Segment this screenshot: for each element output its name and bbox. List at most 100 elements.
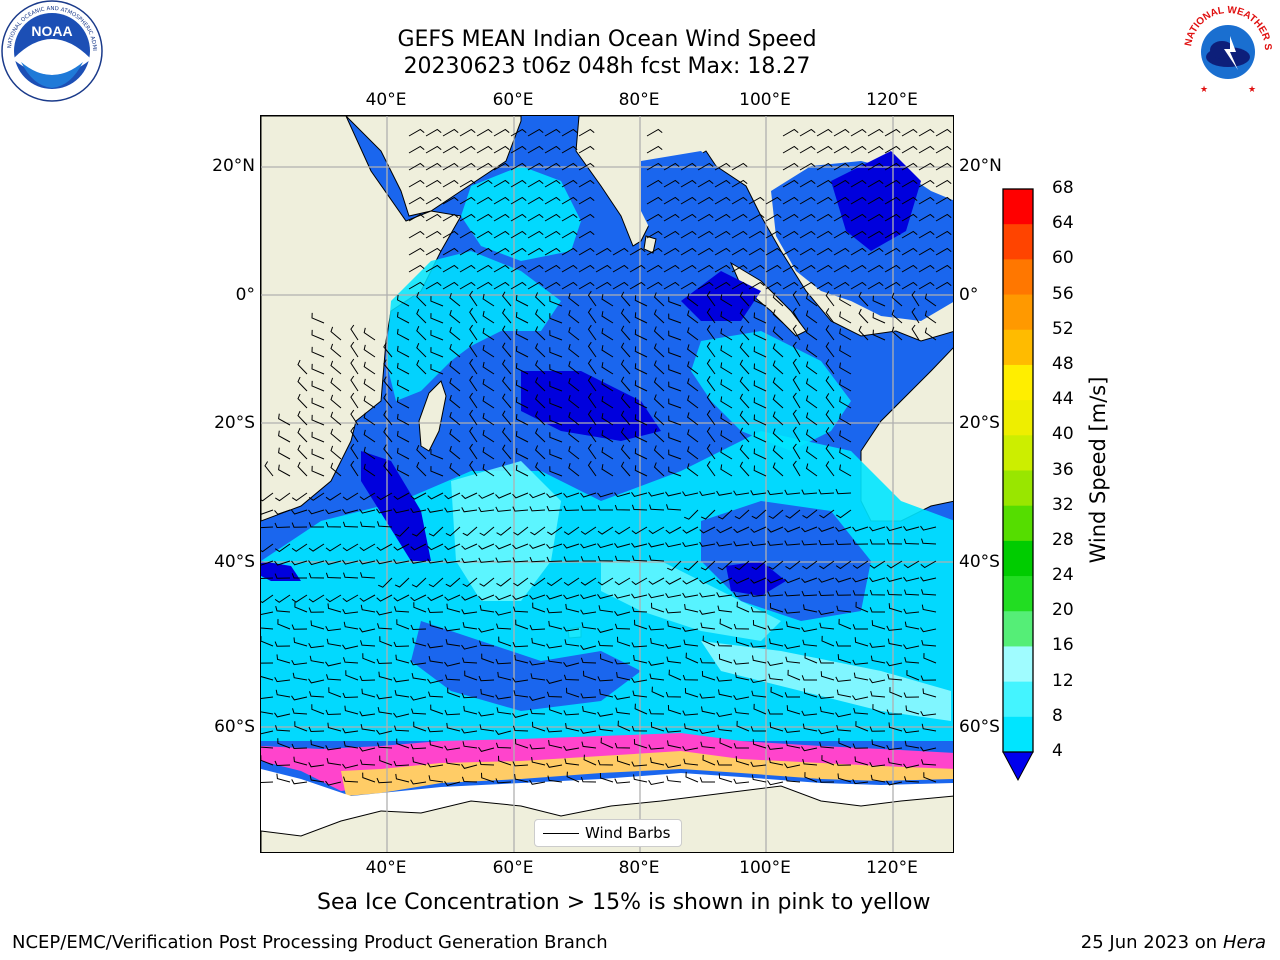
wind-barb: [310, 620, 325, 630]
wind-barb: [325, 709, 342, 716]
wind-barb: [631, 725, 648, 732]
wind-barb: [461, 609, 478, 615]
wind-barb: [734, 560, 750, 571]
wind-barb: [805, 378, 818, 392]
wind-barb: [634, 346, 648, 358]
wind-barb: [363, 463, 376, 477]
wind-barb: [425, 230, 442, 239]
wind-barb: [330, 326, 342, 341]
wind-barb: [601, 430, 614, 443]
wind-barb: [918, 264, 935, 273]
wind-barb: [445, 674, 461, 681]
wind-barb: [359, 559, 376, 565]
wind-barb: [767, 625, 784, 631]
wind-barb: [632, 555, 648, 562]
wind-barb: [408, 196, 425, 205]
wind-barb: [803, 604, 818, 613]
wind-barb: [616, 755, 631, 766]
wind-barb: [753, 312, 767, 324]
wind-barb: [620, 376, 631, 392]
wind-barb: [430, 364, 444, 375]
wind-barb: [463, 705, 478, 715]
wind-barb: [587, 375, 597, 392]
wind-barb: [785, 509, 801, 519]
wind-barb: [799, 264, 816, 273]
colorbar-tick-label: 12: [1052, 670, 1074, 691]
wind-barb: [629, 281, 646, 290]
wind-barb: [515, 329, 529, 341]
wind-barb: [478, 557, 495, 563]
wind-barb: [261, 676, 274, 681]
wind-barb: [839, 328, 852, 341]
wind-barb: [935, 281, 952, 290]
wind-barb: [449, 445, 461, 460]
wind-barb: [720, 345, 733, 358]
wind-barb: [663, 179, 680, 188]
wind-barb: [496, 526, 512, 536]
wind-barb: [493, 230, 510, 239]
footer-date: 25 Jun 2023 on Hera: [1081, 932, 1266, 953]
wind-barb: [869, 539, 885, 545]
wind-barb: [653, 428, 665, 443]
wind-barb: [363, 395, 376, 409]
wind-barb: [342, 692, 359, 699]
wind-barb: [720, 379, 733, 392]
wind-barb: [311, 346, 325, 358]
wind-barb: [687, 378, 699, 392]
wind-barb: [566, 771, 580, 783]
svg-text:★: ★: [1200, 85, 1208, 95]
wind-barb: [360, 759, 376, 766]
wind-barb: [668, 347, 682, 358]
wind-barb: [739, 342, 750, 358]
wind-barb: [901, 247, 918, 256]
wind-barb: [411, 577, 427, 588]
wind-barb: [297, 393, 308, 409]
wind-barb: [478, 594, 495, 601]
lat-tick-left: 20°S: [214, 413, 255, 433]
wind-barb: [327, 722, 342, 732]
wind-barb: [869, 761, 886, 768]
wind-barb: [614, 555, 631, 562]
wind-barb: [935, 196, 952, 205]
wind-barb: [767, 526, 784, 533]
lon-tick-top: 60°E: [492, 90, 534, 110]
wind-barb: [731, 247, 748, 256]
wind-barb: [792, 358, 801, 375]
wind-barb: [614, 742, 631, 749]
wind-barb: [717, 560, 733, 571]
wind-barb: [839, 362, 852, 375]
wind-barb: [561, 179, 578, 188]
wind-barb: [782, 264, 799, 273]
wind-barb: [620, 359, 631, 375]
wind-barb: [799, 196, 816, 205]
lat-tick-right: 0°: [959, 285, 979, 305]
footer-date-text: 25 Jun 2023 on: [1080, 932, 1218, 953]
wind-barb: [612, 281, 629, 290]
wind-barb: [461, 764, 478, 769]
colorbar-tick-label: 32: [1052, 494, 1074, 515]
wind-barb: [564, 758, 580, 766]
wind-barb: [597, 492, 614, 498]
wind-barb: [700, 622, 716, 630]
wind-barb: [706, 359, 716, 375]
wind-barb: [291, 522, 308, 528]
wind-barb: [805, 412, 818, 426]
wind-barb: [820, 671, 835, 681]
wind-barb: [597, 759, 614, 766]
wind-barb: [854, 637, 869, 647]
wind-barb: [833, 179, 850, 188]
wind-barb: [835, 488, 852, 495]
wind-barb: [650, 638, 665, 647]
wind-barb: [816, 179, 833, 188]
wind-barb: [429, 739, 444, 749]
wind-barb: [852, 624, 868, 630]
wind-barb: [561, 264, 578, 273]
wind-barb: [291, 509, 308, 515]
wind-barb: [578, 128, 595, 137]
wind-barb: [529, 779, 546, 785]
colorbar-cell: [1003, 364, 1033, 401]
wind-barb: [792, 443, 801, 460]
wind-barb: [587, 426, 597, 443]
wind-barb: [802, 560, 818, 570]
wind-barb: [697, 162, 714, 171]
